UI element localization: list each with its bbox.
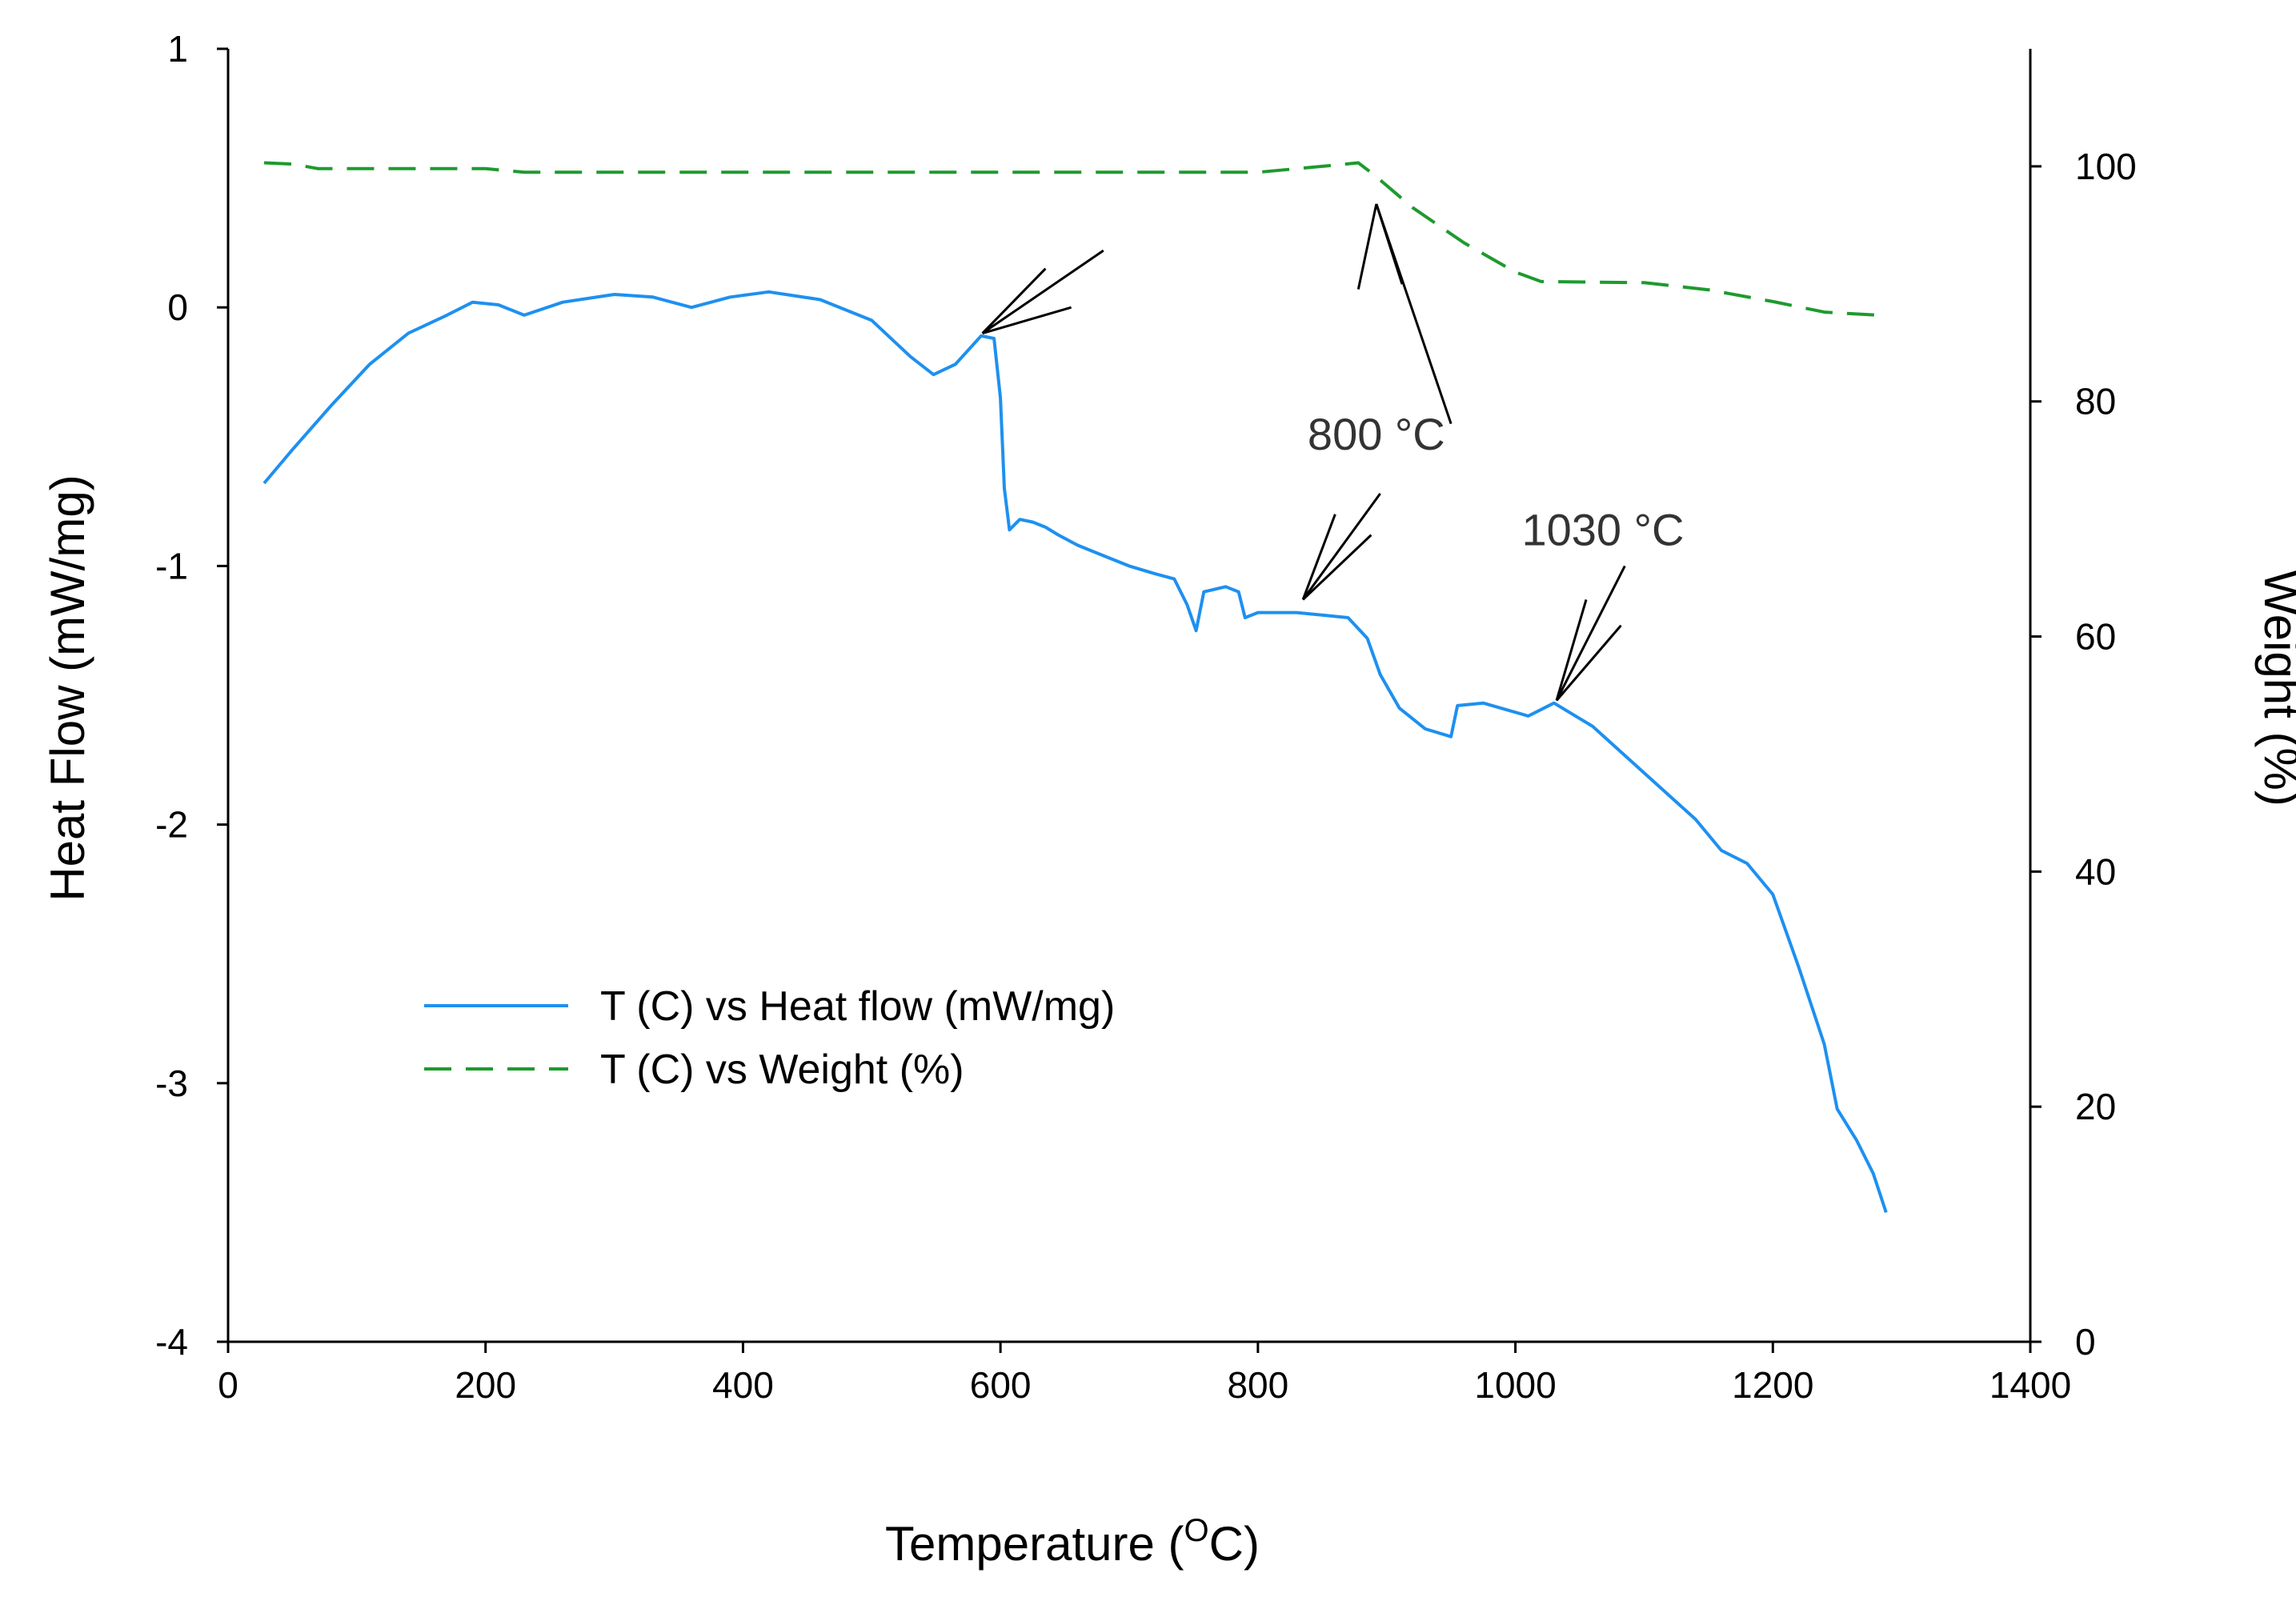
- y2-tick-label: 0: [2075, 1321, 2096, 1363]
- annotation-arrow-line: [1301, 514, 1336, 600]
- x-axis-title: Temperature (OC): [885, 1513, 1260, 1571]
- annotation-arrow-line: [982, 306, 1072, 334]
- annotation-arrow-line: [1375, 203, 1404, 285]
- annotation-label: 1030 °C: [1521, 505, 1684, 555]
- y2-tick-label: 60: [2075, 616, 2116, 658]
- y2-tick-label: 40: [2075, 851, 2116, 892]
- x-tick-label: 800: [1227, 1364, 1288, 1406]
- x-tick-label: 1400: [1989, 1364, 2071, 1406]
- annotation-arrow-line: [1555, 624, 1622, 702]
- legend: T (C) vs Heat flow (mW/mg) T (C) vs Weig…: [424, 983, 1115, 1093]
- y-tick-label: -4: [155, 1321, 188, 1363]
- y-tick-label: -3: [155, 1063, 188, 1104]
- x-tick-label: 0: [218, 1364, 238, 1406]
- series-line-heat-flow: [262, 290, 1888, 1214]
- annotation-label: 800 °C: [1308, 409, 1445, 459]
- y-tick-label: -2: [155, 804, 188, 846]
- x-tick-label: 1000: [1474, 1364, 1556, 1406]
- y2-tick-label: 100: [2075, 146, 2137, 187]
- annotation-arrow-line: [1356, 203, 1378, 290]
- series-layer: [262, 161, 1888, 1214]
- y2-tick-label: 20: [2075, 1086, 2116, 1127]
- annotation-arrow-line: [1302, 534, 1372, 601]
- x-tick-label: 1200: [1732, 1364, 1813, 1406]
- annotation-arrow-line: [1555, 598, 1588, 701]
- annotation-arrow-line: [981, 267, 1047, 334]
- annotation-arrow-line: [1555, 565, 1626, 702]
- annotation-arrow-line: [1301, 493, 1381, 601]
- y-tick-label: -1: [155, 545, 188, 586]
- y2-tick-label: 80: [2075, 381, 2116, 422]
- y-tick-label: 1: [167, 28, 188, 70]
- annotation-layer: 800 °C 1030 °C: [981, 203, 1684, 702]
- plot-frame: [226, 49, 2032, 1343]
- y-axis-title: Heat Flow (mW/mg): [41, 474, 94, 901]
- y2-axis-title: Weight (%): [2254, 570, 2296, 807]
- legend-label-heat: T (C) vs Heat flow (mW/mg): [600, 983, 1115, 1030]
- x-tick-label: 400: [712, 1364, 774, 1406]
- y-tick-label: 0: [167, 286, 188, 328]
- x-tick-label: 600: [970, 1364, 1032, 1406]
- ticks: 0 200 400 600 800 1000 1200 140010-1-2-3-410080…: [155, 28, 2137, 1406]
- series-line-weight: [263, 161, 1886, 318]
- legend-label-weight: T (C) vs Weight (%): [600, 1047, 964, 1093]
- annotation-arrow-line: [981, 249, 1104, 334]
- x-tick-label: 200: [455, 1364, 516, 1406]
